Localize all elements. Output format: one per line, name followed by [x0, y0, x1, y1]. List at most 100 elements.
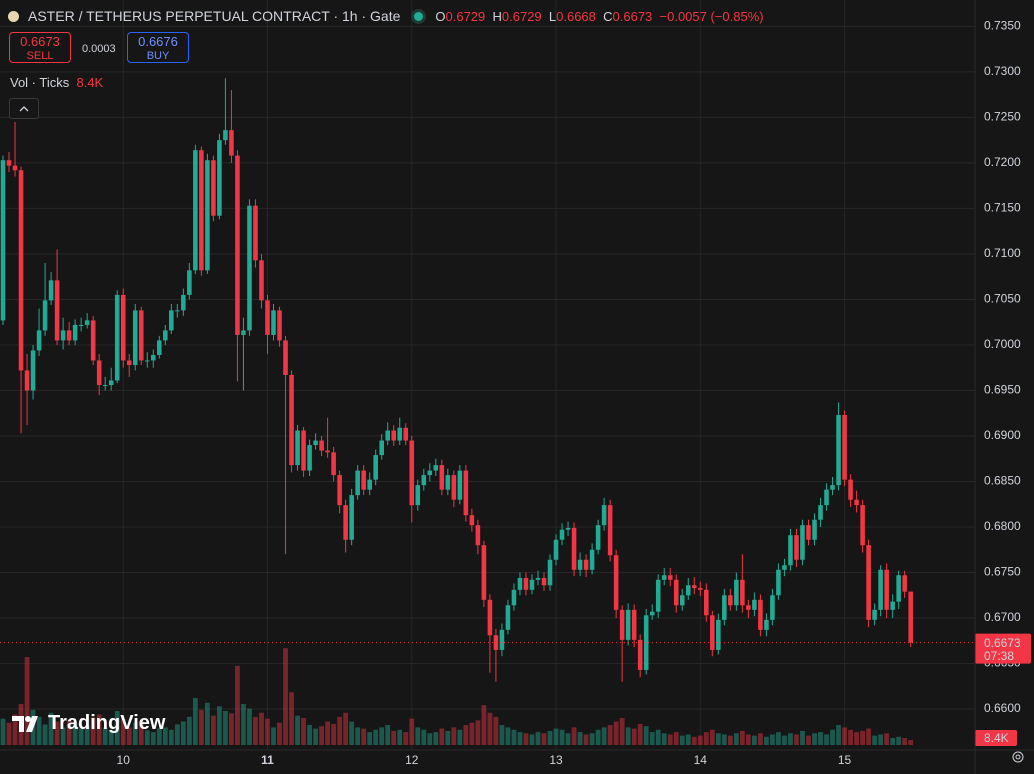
candle-body: [607, 505, 613, 556]
candle-body: [229, 130, 234, 156]
candle-body: [66, 330, 72, 341]
volume-bar: [241, 703, 246, 745]
candle-body: [331, 452, 336, 476]
volume-bar: [908, 740, 914, 745]
volume-bar: [235, 665, 240, 745]
candle-body: [661, 575, 667, 580]
change: −0.0057: [659, 8, 707, 24]
candle-body: [679, 595, 685, 606]
sell-button[interactable]: 0.6673 SELL: [9, 32, 71, 63]
volume-bar: [818, 732, 823, 745]
volume-bar: [661, 733, 667, 745]
candle-body: [553, 539, 559, 560]
volume-bar: [192, 698, 198, 745]
candle-body: [385, 430, 390, 441]
volume-bar: [547, 730, 553, 745]
candle-body: [812, 519, 817, 540]
volume-bar: [156, 728, 162, 745]
change-percent: (−0.85%): [710, 8, 764, 24]
candle-body: [102, 385, 108, 387]
volume-bar: [385, 725, 391, 745]
volume-last: 8.4K: [76, 75, 104, 90]
ohlc-value: 0.6729: [445, 8, 486, 24]
candle-body: [746, 605, 751, 610]
ohlc-value: 0.6729: [501, 8, 542, 24]
volume-bar: [0, 718, 6, 745]
candle-body: [770, 595, 775, 620]
volume-bar: [794, 734, 799, 745]
y-tick-label: 0.7150: [984, 201, 1021, 215]
volume-bar: [301, 718, 306, 745]
volume-bar: [373, 729, 379, 745]
ohlc-value: 0.6668: [556, 8, 596, 24]
candle-body: [625, 609, 631, 640]
volume-bar: [108, 729, 114, 745]
volume-bar: [271, 727, 276, 745]
volume-bar: [54, 721, 60, 745]
candle-body: [271, 310, 276, 335]
candle-body: [241, 330, 246, 335]
collapse-button[interactable]: [9, 98, 39, 119]
volume-bar: [872, 735, 878, 745]
volume-bar: [655, 729, 661, 745]
y-tick-label: 0.6900: [984, 428, 1021, 442]
volume-bar: [565, 733, 571, 745]
candle-body: [30, 350, 36, 391]
volume-bar: [367, 732, 373, 745]
volume-bar: [90, 717, 96, 745]
volume-bar: [451, 727, 457, 745]
candle-body: [866, 545, 871, 620]
volume-bar: [433, 732, 439, 745]
volume-bar: [541, 733, 547, 745]
candle-body: [884, 569, 889, 610]
y-tick-label: 0.6700: [984, 610, 1021, 624]
volume-bar: [204, 702, 210, 745]
candle-body: [451, 475, 457, 500]
candle-body: [181, 294, 186, 311]
candle-body: [132, 310, 138, 365]
spread: 0.0003: [82, 43, 116, 55]
candle-body: [595, 525, 601, 550]
volume-bar: [685, 734, 691, 745]
candle-body: [235, 155, 240, 335]
volume-bar: [770, 734, 775, 745]
volume-bar: [343, 712, 349, 745]
volume-bar: [253, 716, 258, 745]
candle-body: [848, 479, 853, 500]
y-tick-label: 0.6850: [984, 474, 1021, 488]
candle-body: [199, 150, 204, 271]
candle-body: [806, 525, 811, 540]
volume-bar: [445, 730, 451, 745]
countdown: 07:38: [984, 649, 1014, 663]
candle-body: [655, 579, 661, 612]
candle-body: [6, 160, 12, 166]
candle-body: [824, 489, 829, 506]
status-dot: [414, 11, 424, 21]
x-tick-label: 12: [405, 753, 419, 767]
x-tick-label: 10: [117, 753, 131, 767]
candle-body: [0, 160, 6, 321]
volume-bar: [150, 732, 156, 745]
ohlc-letter: L: [548, 8, 557, 24]
candle-body: [673, 579, 679, 606]
candle-body: [301, 430, 306, 471]
volume-bar: [782, 735, 787, 745]
buy-button[interactable]: 0.6676 BUY: [127, 32, 189, 63]
candle-body: [559, 529, 565, 540]
candle-body: [126, 360, 132, 365]
volume-bar: [355, 727, 361, 745]
buy-price: 0.6676: [138, 34, 178, 49]
candle-body: [547, 559, 553, 586]
candle-body: [361, 470, 366, 490]
settings-icon[interactable]: [1011, 750, 1025, 767]
candle-body: [800, 525, 805, 560]
candle-body: [90, 320, 96, 361]
candle-body: [752, 599, 757, 610]
volume-bar: [289, 692, 294, 745]
candle-body: [217, 140, 222, 216]
candle-body: [523, 577, 529, 590]
x-tick-label: 11: [261, 753, 274, 767]
volume-bar: [830, 729, 835, 745]
candle-body: [487, 599, 493, 636]
volume-bar: [144, 730, 150, 745]
